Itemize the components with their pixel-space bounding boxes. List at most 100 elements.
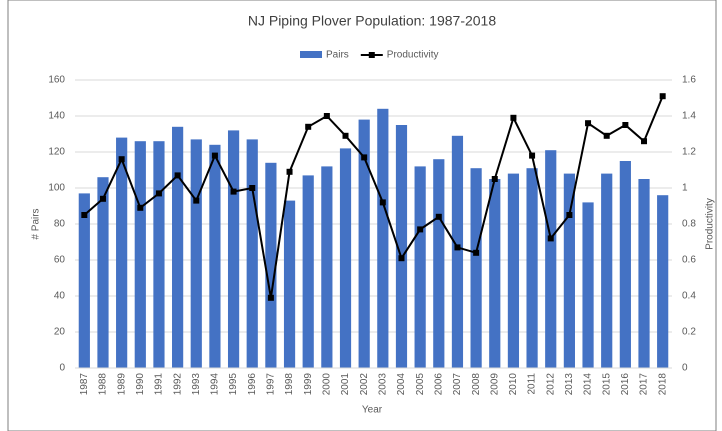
x-tick-label: 1997 [266, 373, 277, 396]
y-tick-label: 120 [48, 147, 65, 158]
x-tick-label: 1998 [284, 373, 295, 396]
y-tick-label: 60 [54, 255, 66, 266]
marker [491, 176, 498, 182]
x-tick-label: 1991 [154, 373, 165, 396]
legend-swatch [300, 51, 322, 58]
y-tick-label: 40 [54, 291, 66, 302]
x-tick-label: 2003 [377, 373, 388, 396]
bar [601, 173, 613, 368]
bar [470, 168, 482, 368]
marker [603, 132, 610, 139]
bar [582, 202, 594, 368]
y2-tick-label: 0.2 [682, 327, 696, 338]
marker [193, 197, 200, 204]
marker [473, 249, 480, 256]
bar [265, 162, 277, 368]
x-tick-label: 2005 [415, 373, 426, 396]
y2-tick-label: 0.8 [682, 219, 696, 230]
marker [230, 188, 237, 195]
x-tick-label: 2015 [601, 373, 612, 396]
marker [435, 213, 442, 220]
x-tick-label: 2016 [620, 373, 631, 396]
marker [305, 123, 312, 130]
marker [249, 185, 256, 191]
marker [379, 199, 386, 206]
bar [507, 173, 520, 368]
bar [526, 168, 538, 368]
x-tick-label: 1995 [228, 373, 239, 396]
legend-swatch [368, 52, 375, 58]
bar [134, 141, 146, 368]
y2-tick-label: 1.6 [682, 75, 696, 86]
y2-tick-label: 0.4 [682, 291, 696, 302]
marker [622, 122, 629, 128]
x-tick-label: 2008 [471, 373, 482, 396]
marker [361, 154, 368, 161]
bar [657, 195, 669, 368]
marker [286, 168, 293, 175]
x-tick-label: 2014 [583, 373, 594, 396]
marker [547, 235, 554, 242]
marker [137, 204, 144, 211]
marker [641, 138, 648, 145]
x-tick-label: 2002 [359, 373, 370, 396]
bar [395, 125, 408, 368]
x-tick-label: 1992 [172, 373, 183, 396]
bar [78, 193, 90, 368]
y2-axis-label: Productivity [705, 198, 716, 250]
bar [545, 150, 557, 368]
marker [211, 152, 218, 159]
x-tick-label: 1987 [79, 373, 90, 396]
bar [451, 135, 464, 368]
bar [321, 166, 333, 368]
line [83, 95, 664, 298]
y-tick-label: 140 [48, 111, 65, 122]
marker [659, 93, 666, 100]
marker [566, 212, 573, 218]
marker [510, 114, 517, 121]
x-tick-label: 2018 [657, 373, 668, 396]
bar [190, 139, 202, 368]
bar [619, 161, 631, 368]
y-tick-label: 20 [54, 327, 66, 338]
bar [433, 159, 445, 368]
bar [302, 175, 314, 368]
y2-tick-label: 1 [682, 183, 688, 194]
x-tick-label: 1993 [191, 373, 202, 396]
x-tick-label: 2010 [508, 373, 519, 396]
x-tick-label: 2006 [433, 373, 444, 396]
marker [398, 255, 405, 262]
marker [81, 212, 88, 218]
y-axis-label: # Pairs [31, 208, 42, 239]
bar [414, 166, 426, 368]
marker [417, 226, 424, 233]
bar [563, 173, 575, 368]
x-tick-label: 1999 [303, 373, 314, 396]
x-tick-label: 1988 [98, 373, 109, 396]
bar [116, 137, 128, 368]
y-tick-label: 0 [59, 363, 65, 374]
bar [172, 126, 184, 368]
x-tick-label: 1996 [247, 373, 258, 396]
bar [638, 179, 650, 368]
marker [529, 152, 536, 159]
x-tick-label: 2001 [340, 373, 351, 396]
x-tick-label: 2017 [639, 373, 650, 396]
bar [377, 108, 389, 369]
y-tick-label: 80 [54, 219, 66, 230]
x-tick-label: 1989 [116, 373, 127, 396]
x-tick-label: 2011 [527, 373, 538, 395]
bar [358, 119, 370, 368]
x-tick-label: 2009 [489, 373, 500, 396]
bar [246, 139, 258, 368]
marker [454, 244, 461, 251]
bar [489, 179, 501, 368]
bar [283, 200, 296, 368]
bar [227, 130, 240, 368]
y-tick-label: 100 [48, 183, 65, 194]
chart-title: NJ Piping Plover Population: 1987-2018 [248, 13, 496, 29]
marker [99, 195, 106, 202]
marker [342, 132, 349, 139]
x-tick-label: 2012 [545, 373, 556, 396]
